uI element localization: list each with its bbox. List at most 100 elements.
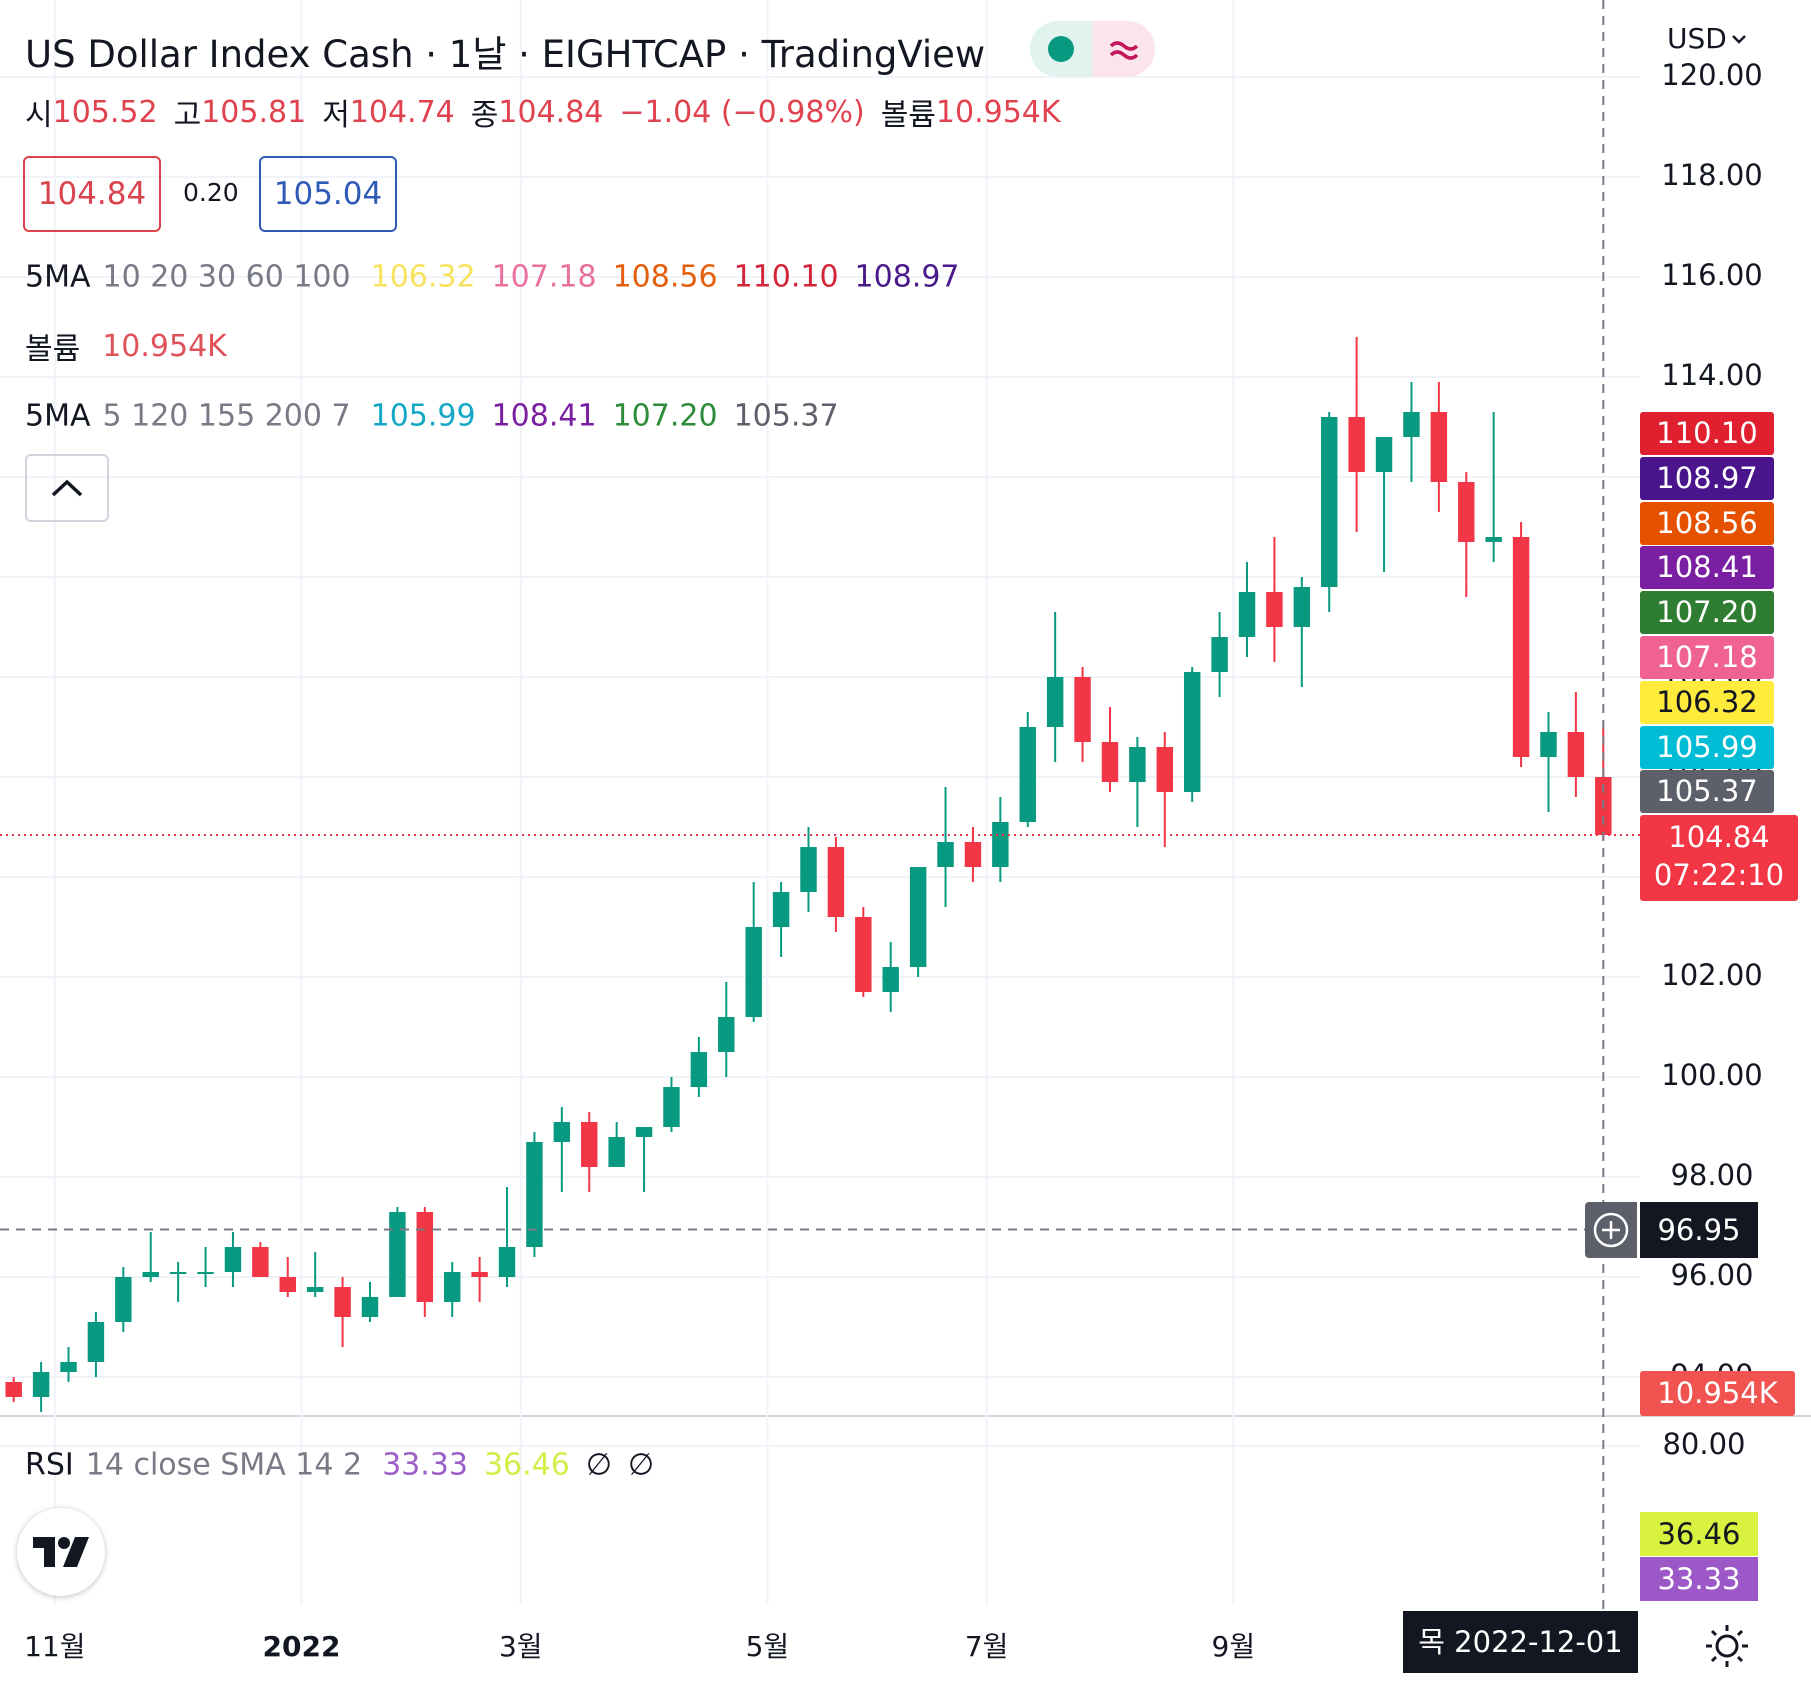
volume-badge: 10.954K [1640, 1371, 1795, 1416]
indicator-name: 5MA [25, 398, 91, 434]
indicator-params: 10 20 30 60 100 [102, 259, 351, 295]
ohlc-value: 104.74 [349, 94, 455, 130]
ohlc-label: 종 [470, 98, 499, 133]
x-tick-label: 5월 [746, 1630, 790, 1663]
candle-body [1321, 417, 1338, 587]
candle-body [361, 1297, 379, 1317]
indicator-value: 10.954K [102, 328, 227, 364]
candle-body [1129, 747, 1146, 782]
chart-title: US Dollar Index Cash · 1날 · EIGHTCAP · T… [25, 33, 986, 76]
candle-body [1430, 412, 1448, 482]
price-badge-text: 105.99 [1656, 729, 1758, 764]
y-tick-label: 80.00 [1662, 1427, 1745, 1461]
ohlc-value: 104.84 [498, 94, 604, 130]
candle-body [1101, 742, 1119, 782]
price-badge-text: 110.10 [1656, 416, 1758, 450]
candle-body [1019, 727, 1036, 822]
candle-body [526, 1142, 543, 1247]
candle-body [306, 1287, 324, 1292]
indicator-value: 110.10 [733, 259, 839, 295]
candle-body [1485, 537, 1502, 542]
candle-body [334, 1287, 351, 1317]
ohlc-legend: 시 105.52 고 105.81 저 104.74 종 104.84 −1.04 (−0.98… [25, 90, 1061, 134]
indicator-value: ∅ [627, 1447, 655, 1483]
candle-body [800, 847, 817, 892]
y-tick-label: 114.00 [1661, 358, 1762, 392]
x-tick-label: 3월 [499, 1630, 543, 1663]
status-toggle[interactable] [1030, 21, 1155, 77]
candle-body [1567, 732, 1585, 777]
add-alert-button[interactable] [1585, 1202, 1637, 1258]
candle-body [279, 1277, 296, 1292]
chevron-up-icon [51, 479, 83, 497]
indicator-legend: 5MA 5 120 155 200 7 105.99 108.41 107.20 105.… [25, 399, 839, 434]
price-badge: 105.37 [1640, 770, 1774, 814]
candle-body [252, 1247, 269, 1277]
candle-body [608, 1137, 625, 1167]
price-badge: 108.41 [1640, 546, 1774, 590]
crosshair-date-badge: 목 2022-12-01 [1403, 1611, 1638, 1673]
indicator-legend: 5MA 10 20 30 60 100 106.32 107.18 108.56 110.… [25, 260, 960, 295]
indicator-name: 5MA [25, 259, 91, 295]
candle-body [416, 1212, 434, 1302]
countdown: 07:22:10 [1653, 858, 1785, 893]
currency-selector[interactable]: USD [1667, 22, 1747, 55]
candle-body [1074, 677, 1091, 742]
candle-body [1156, 747, 1174, 792]
price-badge: 108.56 [1640, 501, 1774, 545]
price-badge-text: 105.37 [1656, 774, 1758, 809]
candle-body [745, 927, 762, 1017]
price-badge: 107.18 [1640, 636, 1774, 679]
indicator-value: 108.97 [854, 259, 960, 295]
x-tick-label: 11월 [24, 1630, 85, 1663]
candle-body [1403, 412, 1420, 437]
ohlc-label: 고 [173, 98, 202, 133]
indicator-value: 107.20 [612, 398, 718, 434]
candle-body [992, 822, 1009, 867]
y-tick-label: 96.00 [1670, 1258, 1753, 1292]
tradingview-logo[interactable] [17, 1508, 105, 1596]
candle-body [443, 1272, 461, 1302]
price-badge-text: 104.84 [1668, 820, 1770, 855]
delay-status [1092, 21, 1155, 77]
indicator-name: RSI [25, 1447, 74, 1483]
candle-body [909, 867, 927, 967]
approx-icon [1109, 41, 1138, 60]
spread: 0.20 [183, 178, 239, 207]
price-badge-text: 106.32 [1656, 684, 1758, 719]
candle-body [1375, 437, 1393, 472]
candle-body [142, 1272, 159, 1277]
chevron-down-icon [1731, 34, 1746, 44]
y-tick-label: 100.00 [1661, 1058, 1762, 1092]
candle-body [32, 1372, 50, 1397]
settings-icon[interactable] [1704, 1623, 1750, 1669]
indicator-params: 14 close SMA 14 2 [85, 1447, 363, 1483]
candle-body [115, 1277, 132, 1322]
candle-body [169, 1272, 187, 1274]
candle-body [1348, 417, 1365, 472]
indicator-value: 33.33 [382, 1447, 468, 1483]
candle-body [389, 1212, 406, 1297]
price-badge: 105.99 [1640, 725, 1774, 769]
indicator-legend: RSI 14 close SMA 14 2 33.33 36.46 ∅ ∅ [25, 1448, 654, 1483]
candle-body [197, 1272, 214, 1274]
indicator-name: 볼륨 [25, 332, 81, 367]
sell-button[interactable]: 104.84 [23, 156, 161, 232]
candle-body [581, 1122, 598, 1167]
candle-body [5, 1382, 22, 1397]
buy-button[interactable]: 105.04 [259, 156, 397, 232]
indicator-value: 105.99 [370, 398, 476, 434]
price-badge: 108.97 [1640, 456, 1774, 500]
collapse-button[interactable] [25, 454, 109, 522]
candle-body [1266, 592, 1283, 627]
market-status [1030, 21, 1092, 77]
indicator-params: 5 120 155 200 7 [102, 398, 351, 434]
price-badge-text: 108.97 [1656, 460, 1758, 495]
x-tick-label: 2022 [263, 1630, 341, 1663]
candle-body [224, 1247, 242, 1272]
candle-body [60, 1362, 77, 1372]
candle-body [690, 1052, 708, 1087]
indicator-value: 105.37 [733, 398, 839, 434]
